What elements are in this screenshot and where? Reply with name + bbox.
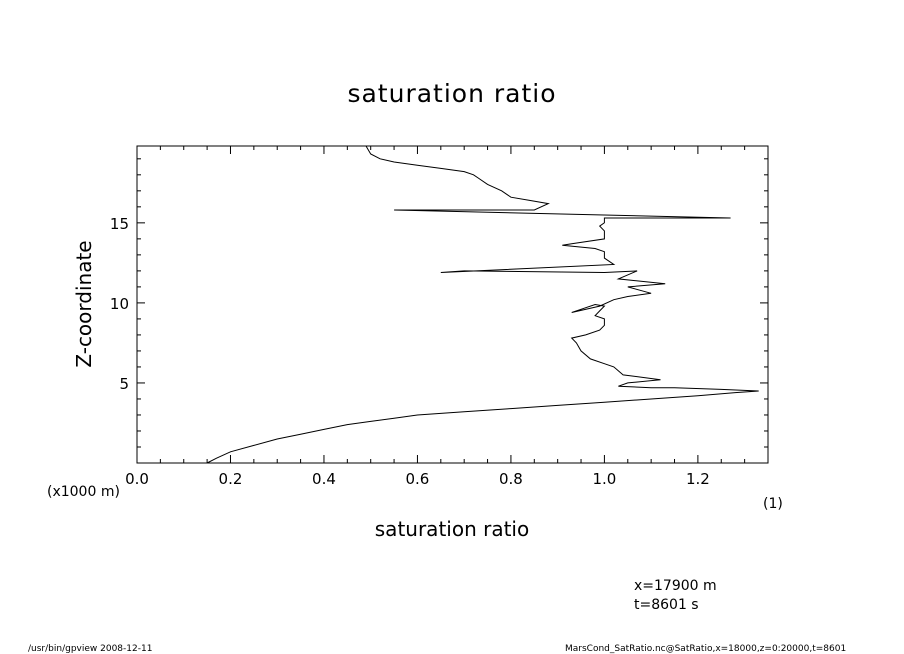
y-tick-label: 10 bbox=[110, 295, 129, 313]
x-position-info: x=17900 m bbox=[634, 578, 717, 594]
x-tick-label: 0.6 bbox=[406, 470, 430, 488]
y-axis-unit: (x1000 m) bbox=[47, 484, 120, 500]
x-tick-label: 0.0 bbox=[125, 470, 149, 488]
footer-right: MarsCond_SatRatio.nc@SatRatio,x=18000,z=… bbox=[565, 644, 846, 654]
x-axis-unit: (1) bbox=[763, 496, 783, 512]
time-info: t=8601 s bbox=[634, 597, 699, 613]
x-tick-label: 0.4 bbox=[312, 470, 336, 488]
y-tick-labels: 5 10 15 bbox=[110, 215, 129, 393]
x-tick-label: 0.2 bbox=[219, 470, 243, 488]
x-tick-label: 1.2 bbox=[686, 470, 710, 488]
footer-left: /usr/bin/gpview 2008-12-11 bbox=[28, 644, 152, 654]
plot-area bbox=[136, 145, 769, 464]
y-tick-label: 5 bbox=[119, 375, 129, 393]
x-tick-labels: 0.0 0.2 0.4 0.6 0.8 1.0 1.2 bbox=[125, 470, 710, 488]
series-line bbox=[206, 145, 759, 464]
chart-title: saturation ratio bbox=[347, 79, 556, 108]
x-tick-label: 1.0 bbox=[592, 470, 616, 488]
x-tick-label: 0.8 bbox=[499, 470, 523, 488]
plot-frame bbox=[136, 145, 769, 464]
x-axis-label: saturation ratio bbox=[375, 517, 529, 541]
y-tick-label: 15 bbox=[110, 215, 129, 233]
y-axis-label: Z-coordinate bbox=[72, 240, 96, 367]
axis-ticks bbox=[136, 146, 769, 464]
